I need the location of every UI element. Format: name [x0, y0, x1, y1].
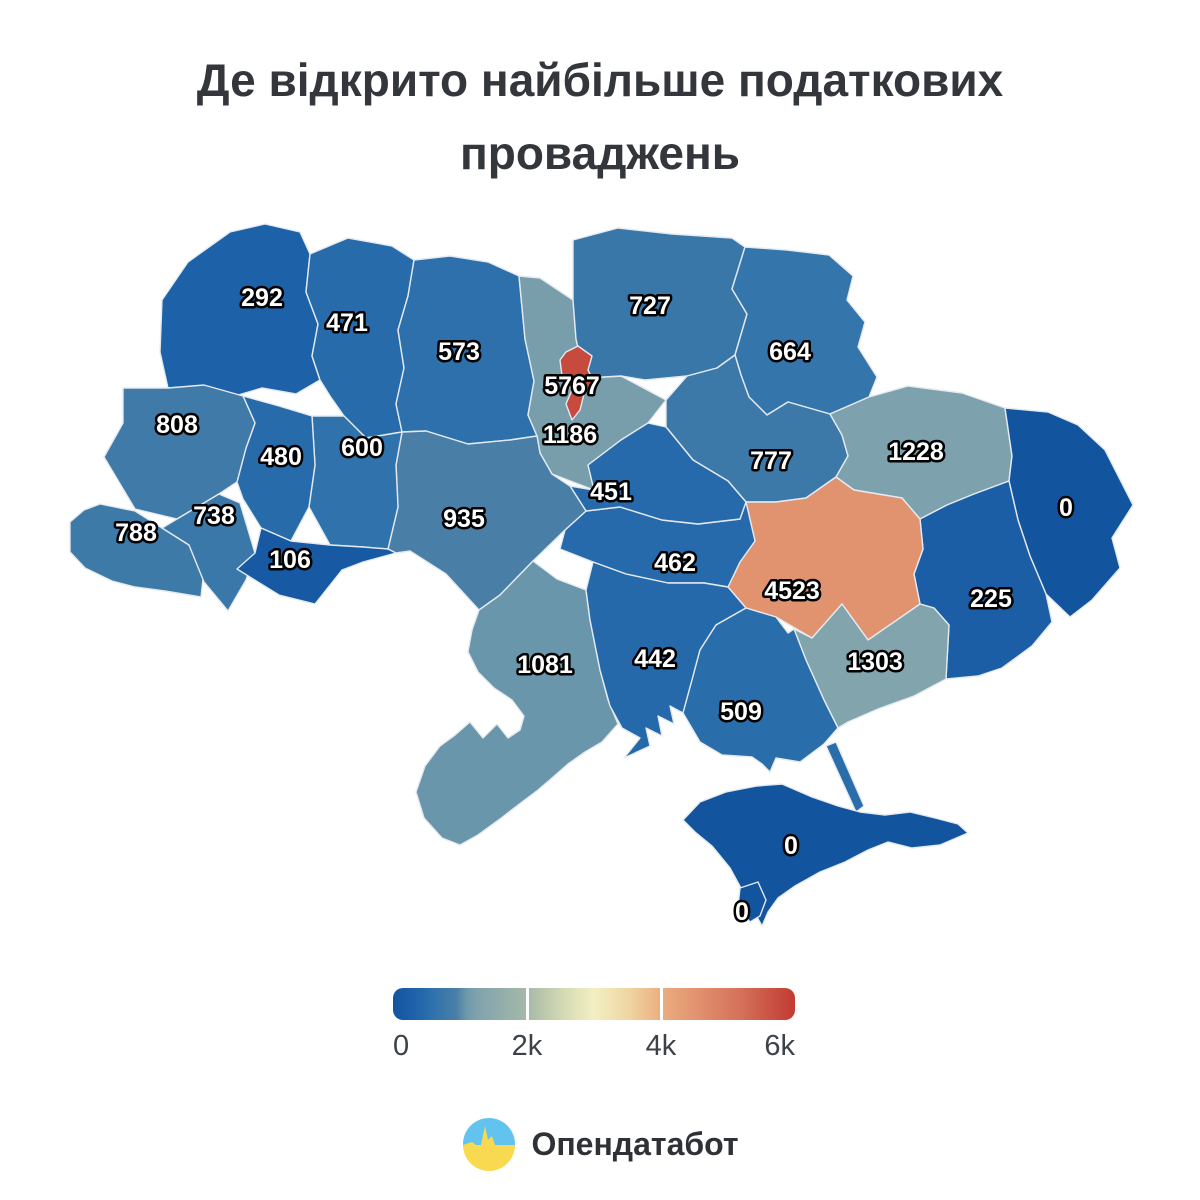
region-label-volyn: 292 [241, 284, 283, 312]
region-lviv[interactable] [103, 384, 256, 520]
region-label-ternopil: 480 [260, 443, 302, 471]
region-kherson-arabat-spit[interactable] [825, 741, 865, 813]
region-mykolaiv[interactable] [585, 561, 747, 759]
region-label-kyiv-city: 5767 [544, 372, 600, 400]
region-label-poltava: 777 [750, 447, 792, 475]
region-label-donetsk: 225 [970, 585, 1012, 613]
region-label-sevastopol: 0 [735, 898, 749, 926]
region-label-chernivtsi: 106 [269, 546, 311, 574]
legend-separator-2k [525, 988, 529, 1020]
color-scale-tick-labels: 0 2k 4k 6k [393, 1030, 795, 1066]
region-label-zhytomyr: 573 [438, 338, 480, 366]
region-label-kyiv-oblast: 1186 [543, 421, 597, 449]
region-cherkasy[interactable] [569, 422, 747, 525]
region-label-cherkasy: 451 [590, 478, 632, 506]
region-label-lviv: 808 [156, 411, 198, 439]
region-kherson[interactable] [682, 607, 839, 773]
region-label-khmelnytskyi: 600 [341, 434, 383, 462]
region-label-zaporizhzhia: 1303 [847, 648, 903, 676]
region-label-rivne: 471 [326, 309, 368, 337]
region-label-zakarpattia: 788 [115, 519, 157, 547]
region-ivano-frankivsk[interactable] [161, 493, 256, 612]
region-sevastopol[interactable] [737, 881, 767, 923]
legend-separator-4k [659, 988, 663, 1020]
region-kyiv-city[interactable] [559, 345, 595, 421]
region-crimea[interactable] [682, 783, 969, 927]
region-label-kherson: 509 [720, 698, 762, 726]
legend-tick-0: 0 [393, 1030, 410, 1062]
region-label-ivano-frankivsk: 738 [193, 502, 235, 530]
footer: Опендатабот [0, 1116, 1200, 1172]
page-title: Де відкрито найбільше податкових провадж… [0, 44, 1200, 189]
color-scale-gradient-bar [393, 988, 795, 1020]
title-line-1: Де відкрито найбільше податкових [196, 54, 1004, 106]
legend-tick-2k: 2k [511, 1030, 543, 1062]
region-label-kirovohrad: 462 [654, 549, 696, 577]
region-volyn[interactable] [159, 223, 321, 399]
color-scale-legend: 0 2k 4k 6k [393, 988, 795, 1066]
region-label-odesa: 1081 [517, 651, 573, 679]
region-label-vinnytsia: 935 [443, 505, 485, 533]
region-label-kharkiv: 1228 [888, 438, 944, 466]
region-label-mykolaiv: 442 [634, 645, 676, 673]
logo-text: Опендатабот [531, 1125, 739, 1162]
opendatabot-logo-icon [463, 1118, 516, 1171]
region-sumy[interactable] [731, 246, 878, 416]
region-label-dnipropetrovsk: 4523 [764, 577, 820, 605]
title-line-2: проваджень [459, 126, 741, 179]
region-label-sumy: 664 [769, 338, 811, 366]
region-label-crimea: 0 [784, 832, 798, 860]
legend-tick-6k: 6k [764, 1030, 795, 1062]
region-chernivtsi[interactable] [236, 527, 397, 605]
legend-tick-4k: 4k [645, 1030, 677, 1062]
region-label-chernihiv: 727 [629, 292, 671, 320]
region-label-luhansk: 0 [1059, 494, 1073, 522]
